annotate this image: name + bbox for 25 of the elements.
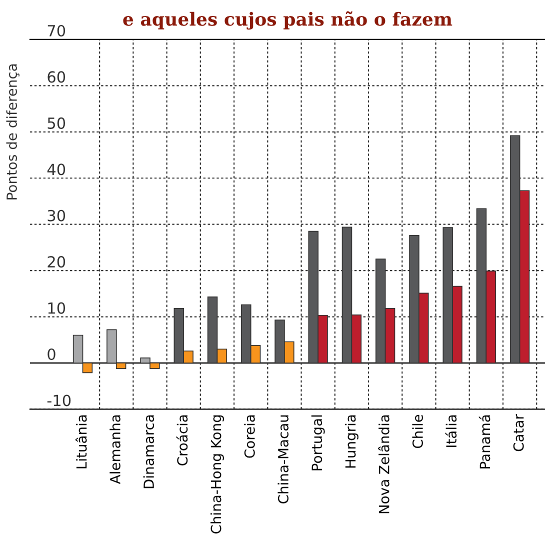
x-tick-label: Lituânia [75,415,87,468]
y-axis-title: Pontos de diferença [6,64,20,200]
y-tick-label: 70 [48,24,66,37]
x-tick-label: Portugal [311,415,325,470]
y-tick-label: 0 [48,348,56,360]
chart-title: e aqueles cujos pais não o fazem [123,11,452,30]
x-tick-label: Itália [445,415,457,447]
x-tick-label: China-Macau [278,415,288,504]
x-tick-label: Chile [412,414,423,448]
y-tick-label: 50 [48,117,66,129]
x-tick-label: Hungria [344,415,358,468]
x-tick-label: Alemanha [110,415,120,484]
y-tick-label: 40 [47,164,66,176]
x-tick-label: Coreia [244,415,255,458]
x-tick-label: Nova Zelândia [378,415,390,514]
x-tick-label: Dinamarca [143,415,154,488]
y-tick-label: 20 [48,256,66,268]
y-tick-label: 60 [48,71,66,83]
y-tick-label: 10 [48,302,66,314]
x-tick-label: Panamá [478,415,490,468]
x-tick-label: Croácia [176,415,188,466]
x-tick-label: Catar [513,414,524,452]
x-tick-label: China-Hong Kong [210,415,224,534]
y-tick-label: 30 [48,210,66,222]
y-tick-label: -10 [47,394,71,406]
